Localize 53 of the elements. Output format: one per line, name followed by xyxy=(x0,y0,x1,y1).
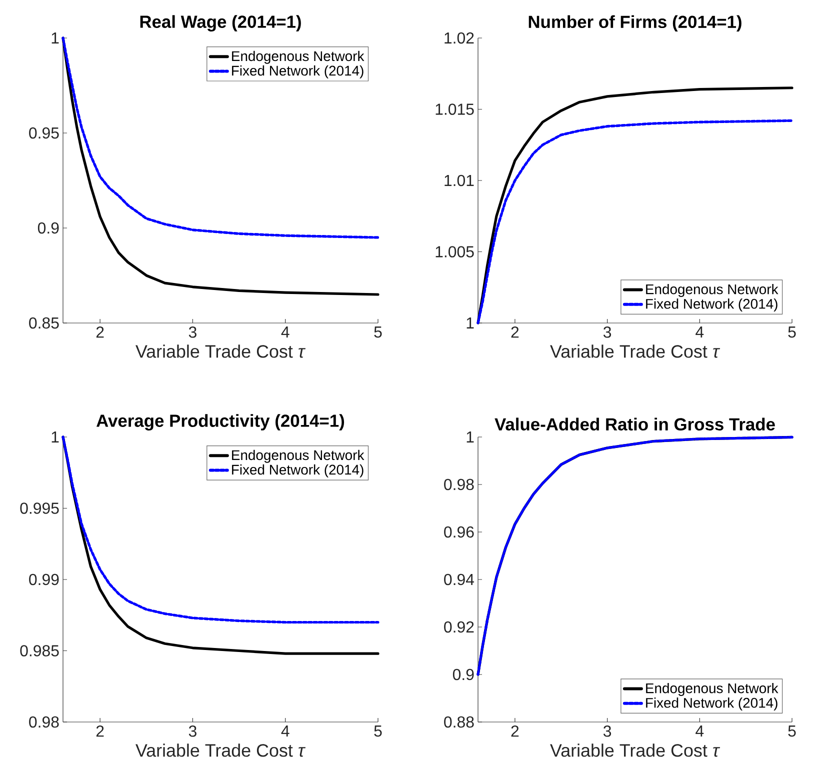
y-tick-label: 1.02 xyxy=(444,32,474,44)
x-tick-label: 4 xyxy=(696,726,704,736)
y-tick-label: 0.96 xyxy=(444,526,474,538)
x-tick-label: 3 xyxy=(188,726,196,737)
x-axis-title: Variable Trade Cost τ xyxy=(136,744,306,757)
legend-label: Fixed Network (2014) xyxy=(232,65,364,78)
y-tick-label: 0.99 xyxy=(29,574,59,586)
x-axis-title: Variable Trade Cost τ xyxy=(550,344,720,358)
y-tick-label: 1.015 xyxy=(436,104,474,115)
chart-title: Value-Added Ratio in Gross Trade xyxy=(494,418,775,430)
x-axis-title: Variable Trade Cost τ xyxy=(550,744,720,757)
x-tick-label: 5 xyxy=(788,726,796,737)
y-tick-label: 0.985 xyxy=(20,645,59,656)
chart-title: Number of Firms (2014=1) xyxy=(528,15,742,32)
x-tick-label: 5 xyxy=(788,326,796,338)
y-tick-label: 1 xyxy=(52,432,59,442)
legend-label: Endogenous Network xyxy=(232,50,364,64)
x-tick-label: 5 xyxy=(374,326,382,338)
x-tick-label: 2 xyxy=(96,726,104,737)
x-axis-title: Variable Trade Cost τ xyxy=(136,344,306,358)
legend-label: Fixed Network (2014) xyxy=(646,698,778,711)
y-tick-label: 1 xyxy=(466,318,474,328)
x-tick-label: 3 xyxy=(603,726,612,737)
x-tick-label: 3 xyxy=(188,326,196,338)
y-tick-label: 1.005 xyxy=(436,246,474,258)
y-tick-label: 1.01 xyxy=(444,174,474,186)
x-tick-label: 2 xyxy=(511,326,519,338)
y-tick-label: 1 xyxy=(52,32,59,44)
x-tick-label: 2 xyxy=(96,326,104,338)
x-tick-label: 4 xyxy=(281,726,290,736)
chart-title: Average Productivity (2014=1) xyxy=(96,414,344,430)
y-tick-label: 0.995 xyxy=(20,502,59,514)
y-tick-label: 0.88 xyxy=(444,716,474,728)
y-tick-label: 0.9 xyxy=(452,668,474,680)
y-tick-label: 0.94 xyxy=(444,574,474,586)
legend-label: Endogenous Network xyxy=(232,450,364,463)
legend-label: Endogenous Network xyxy=(646,682,778,696)
x-tick-label: 5 xyxy=(374,726,382,737)
y-tick-label: 1 xyxy=(466,432,474,442)
legend-label: Endogenous Network xyxy=(646,284,778,297)
x-tick-label: 4 xyxy=(696,326,704,338)
chart-title: Real Wage (2014=1) xyxy=(140,15,301,32)
legend-label: Fixed Network (2014) xyxy=(646,298,778,312)
y-tick-label: 0.95 xyxy=(29,127,59,139)
x-tick-label: 2 xyxy=(511,726,519,737)
y-tick-label: 0.92 xyxy=(444,621,474,633)
y-tick-label: 0.98 xyxy=(444,478,474,490)
x-tick-label: 3 xyxy=(603,326,612,338)
legend-label: Fixed Network (2014) xyxy=(232,464,364,478)
y-tick-label: 0.85 xyxy=(29,317,59,329)
y-tick-label: 0.9 xyxy=(38,222,59,234)
y-tick-label: 0.98 xyxy=(29,716,59,728)
x-tick-label: 4 xyxy=(281,326,290,338)
